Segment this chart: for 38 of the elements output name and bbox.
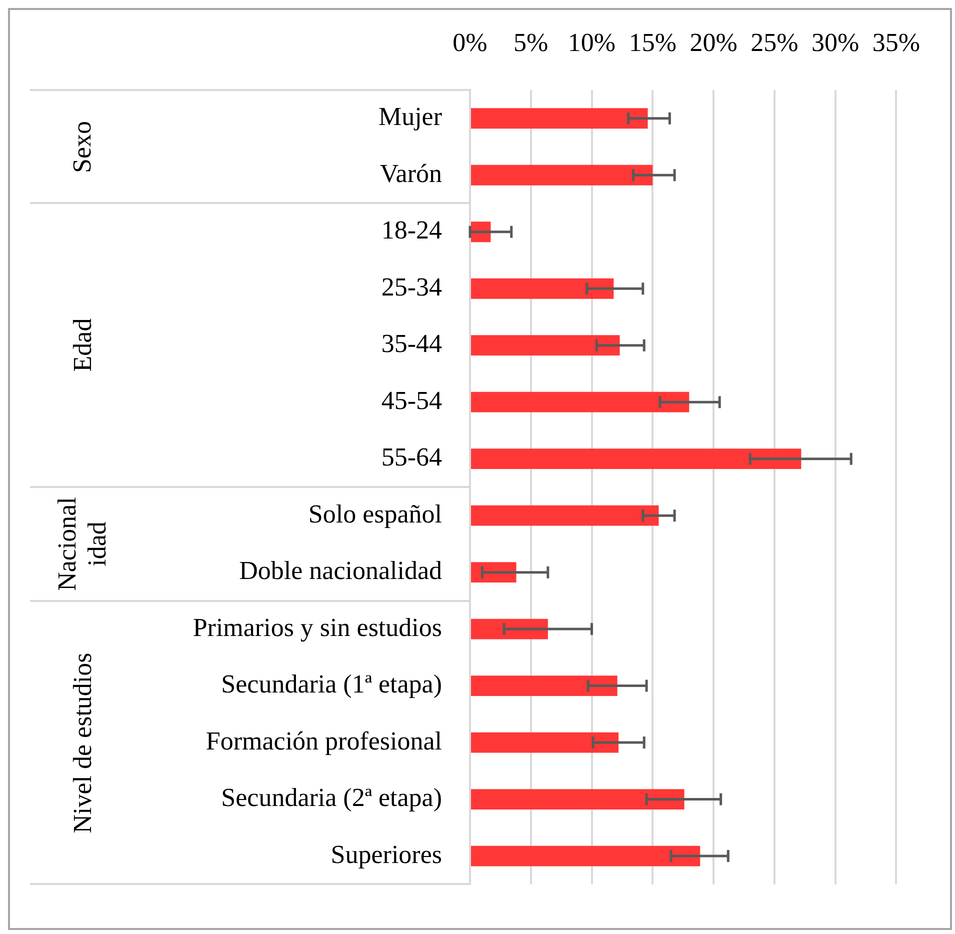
y-tick-label: Superiores — [330, 840, 442, 869]
x-tick-label: 20% — [690, 28, 738, 58]
y-tick-label: Mujer — [378, 102, 442, 132]
y-tick-label: 25-34 — [381, 272, 442, 302]
text: Sexo — [67, 120, 98, 175]
bar — [471, 732, 619, 753]
y-tick-label: Secundaria (1ª etapa) — [221, 670, 442, 699]
bar — [471, 676, 618, 696]
x-tick-label: 15% — [628, 28, 676, 58]
bar — [471, 164, 653, 186]
y-tick-label: 18-24 — [381, 216, 442, 245]
bar — [471, 392, 690, 412]
text: Nacionalidad — [52, 496, 112, 592]
x-tick-label: 25% — [750, 28, 798, 58]
y-tick-label: Formación profesional — [206, 726, 442, 756]
bar — [471, 278, 614, 299]
text: Edad — [68, 318, 98, 374]
bar — [471, 448, 802, 470]
bar — [471, 789, 684, 810]
y-tick-label: Secundaria (2ª etapa) — [221, 783, 442, 812]
y-tick-label: 55-64 — [381, 442, 442, 472]
y-tick-label: 35-44 — [381, 329, 442, 358]
bar — [471, 618, 548, 640]
x-tick-label: 30% — [811, 28, 860, 58]
y-tick-label: Primarios y sin estudios — [192, 612, 442, 642]
bar — [471, 335, 620, 356]
bar — [471, 108, 648, 129]
x-tick-label: 5% — [514, 28, 548, 58]
x-tick-label: 35% — [872, 28, 920, 58]
y-tick-label: Doble nacionalidad — [239, 556, 442, 586]
bar — [471, 846, 700, 866]
y-tick-label: Solo español — [308, 499, 442, 528]
x-tick-label: 0% — [452, 28, 488, 58]
bar — [471, 505, 659, 526]
x-tick-label: 10% — [568, 28, 616, 58]
y-tick-label: Varón — [380, 158, 442, 188]
y-tick-label: 45-54 — [381, 386, 442, 415]
text: Nivel de estudios — [68, 651, 98, 835]
